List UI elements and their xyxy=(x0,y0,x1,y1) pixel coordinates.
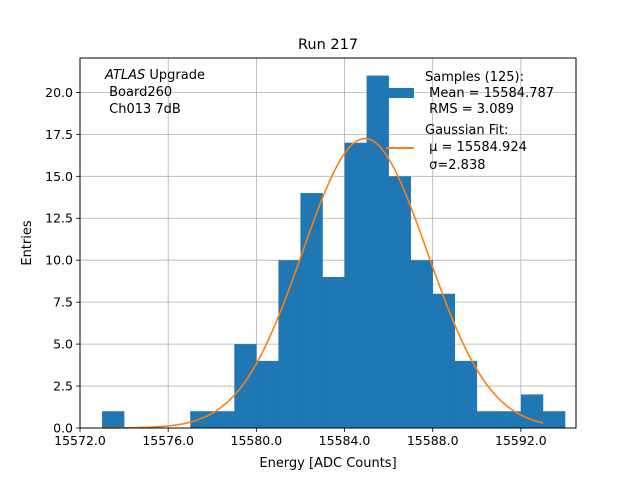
histogram-bar xyxy=(498,411,522,428)
x-axis-ticks: 15572.0 15576.0 15580.0 15584.0 15588.0 15592… xyxy=(54,428,547,448)
y-tick-label: 12.5 xyxy=(45,211,73,226)
legend-samples-patch xyxy=(386,88,414,98)
histogram-bar xyxy=(432,293,456,428)
histogram-bar xyxy=(212,411,235,428)
legend-fit-line2: μ = 15584.924 xyxy=(425,140,527,155)
histogram-bar xyxy=(388,176,411,428)
y-tick-label: 17.5 xyxy=(45,127,73,142)
x-tick-label: 15592.0 xyxy=(495,433,547,448)
x-tick-label: 15584.0 xyxy=(319,433,371,448)
y-tick-label: 15.0 xyxy=(45,169,73,184)
y-axis-ticks: 0.0 2.5 5.0 7.5 10.0 12.5 15.0 17.5 20.0 xyxy=(45,85,80,436)
annotation-rest: Upgrade xyxy=(145,68,205,83)
histogram-bar xyxy=(542,411,566,428)
histogram-bar xyxy=(256,360,279,428)
legend-fit-line1: Gaussian Fit: xyxy=(425,123,508,138)
histogram-bar xyxy=(454,360,478,428)
histogram-bar xyxy=(234,344,257,428)
histogram-bar xyxy=(476,411,500,428)
atlas-annotation: ATLAS Upgrade Board260 Ch013 7dB xyxy=(104,68,205,117)
x-tick-label: 15572.0 xyxy=(54,433,106,448)
x-tick-label: 15580.0 xyxy=(231,433,283,448)
annotation-italic: ATLAS xyxy=(104,68,145,83)
svg-text:ATLAS Upgrade: ATLAS Upgrade xyxy=(104,68,205,83)
y-axis-label: Entries xyxy=(20,220,35,266)
histogram-bar xyxy=(410,260,434,428)
x-tick-label: 15588.0 xyxy=(407,433,459,448)
histogram-bar xyxy=(190,411,213,428)
y-tick-label: 0.0 xyxy=(53,421,73,436)
legend-samples-line3: RMS = 3.089 xyxy=(425,102,514,117)
y-tick-label: 20.0 xyxy=(45,85,73,100)
x-tick-label: 15576.0 xyxy=(142,433,194,448)
chart-title: Run 217 xyxy=(298,37,358,53)
legend-fit-line3: σ=2.838 xyxy=(425,158,485,173)
histogram-bars xyxy=(102,75,566,428)
legend-samples-line1: Samples (125): xyxy=(425,70,524,85)
histogram-bar xyxy=(344,142,367,428)
y-tick-label: 5.0 xyxy=(53,337,73,352)
legend: Samples (125): Mean = 15584.787 RMS = 3.… xyxy=(386,70,554,173)
fit-line xyxy=(102,137,544,429)
histogram-bar xyxy=(278,260,301,428)
y-tick-label: 2.5 xyxy=(53,379,73,394)
histogram-bar xyxy=(322,276,345,428)
plot-frame xyxy=(79,57,577,429)
y-tick-label: 10.0 xyxy=(45,253,73,268)
y-tick-label: 7.5 xyxy=(53,295,73,310)
annotation-channel: Ch013 7dB xyxy=(105,102,181,117)
histogram-bar xyxy=(102,411,125,428)
x-axis-label: Energy [ADC Counts] xyxy=(259,456,396,471)
legend-samples-line2: Mean = 15584.787 xyxy=(425,86,554,101)
histogram-bar xyxy=(520,394,544,428)
annotation-board: Board260 xyxy=(105,85,172,100)
gaussian-fit-curve xyxy=(102,137,544,429)
histogram-bar xyxy=(300,193,323,428)
histogram-bar xyxy=(366,75,389,428)
